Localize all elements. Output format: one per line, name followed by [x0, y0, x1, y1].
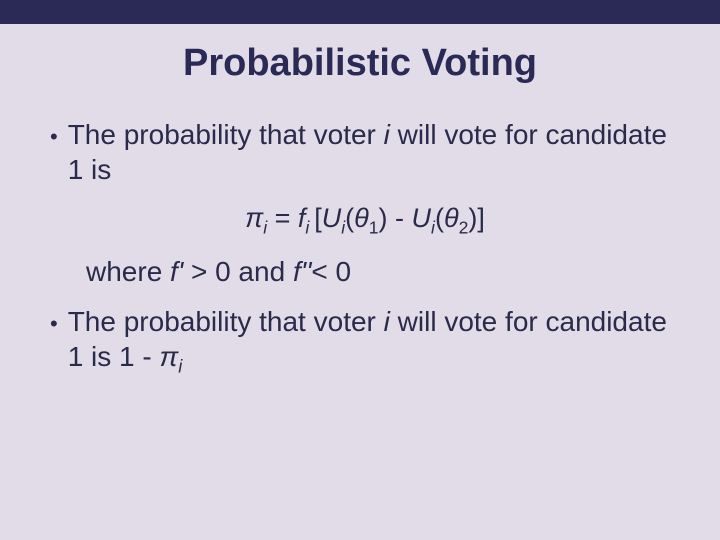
f-eq: = [267, 203, 298, 233]
f-rb: )] [468, 203, 485, 233]
bullet-1-text: The probability that voter i will vote f… [68, 117, 680, 187]
where-clause: where f' > 0 and f''< 0 [86, 256, 680, 288]
where-f2: f'' [293, 256, 311, 287]
formula: πi = fi [Ui(θ1) - Ui(θ2)] [50, 203, 680, 238]
bullet-1: • The probability that voter i will vote… [50, 117, 680, 187]
f-rp1: ) - [379, 203, 412, 233]
bullet-2: • The probability that voter i will vote… [50, 304, 680, 378]
f-i2: i [305, 217, 314, 237]
bullet-2-text: The probability that voter i will vote f… [68, 304, 680, 378]
where-pre: where [86, 256, 170, 287]
top-bar [0, 0, 720, 24]
f-lb: [ [314, 203, 322, 233]
slide-body: Probabilistic Voting • The probability t… [0, 24, 720, 379]
f-lp1: ( [345, 203, 354, 233]
where-mid: > 0 and [191, 256, 293, 287]
bullet-dot: • [50, 310, 58, 338]
slide-content: • The probability that voter i will vote… [40, 117, 680, 379]
b2-pre: The probability that voter [68, 306, 384, 337]
f-lp2: ( [435, 203, 444, 233]
f-s1: 1 [369, 217, 379, 237]
f-U1: U [322, 203, 342, 233]
b2-pi: π [160, 341, 179, 372]
slide-title: Probabilistic Voting [40, 42, 680, 85]
f-th2: θ [444, 203, 459, 233]
where-f1: f' [170, 256, 191, 287]
f-U2: U [412, 203, 432, 233]
b2-isub: i [178, 357, 182, 377]
where-post: < 0 [311, 256, 351, 287]
bullet-dot: • [50, 123, 58, 151]
f-pi: π [245, 203, 263, 233]
b1-pre: The probability that voter [68, 119, 384, 150]
f-s2: 2 [459, 217, 469, 237]
f-th1: θ [354, 203, 369, 233]
